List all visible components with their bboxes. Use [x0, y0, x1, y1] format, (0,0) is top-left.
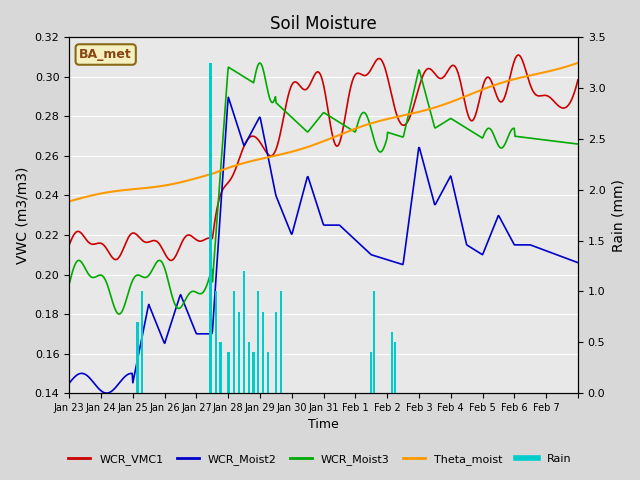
Legend: WCR_VMC1, WCR_Moist2, WCR_Moist3, Theta_moist, Rain: WCR_VMC1, WCR_Moist2, WCR_Moist3, Theta_… [63, 450, 577, 469]
Bar [249, 342, 250, 393]
Bar [210, 63, 211, 393]
Bar [209, 63, 211, 393]
Bar [394, 342, 395, 393]
Bar [391, 332, 392, 393]
Bar [136, 322, 138, 393]
Bar [258, 291, 259, 393]
Bar [142, 291, 143, 393]
Bar [227, 352, 228, 393]
Bar [371, 352, 372, 393]
Bar [253, 352, 254, 393]
Bar [211, 63, 212, 393]
Bar [257, 291, 258, 393]
Bar [394, 342, 396, 393]
Bar [216, 291, 217, 393]
Bar [268, 352, 269, 393]
Bar [263, 312, 264, 393]
Bar [268, 352, 269, 393]
Bar [267, 352, 268, 393]
Bar [370, 352, 371, 393]
Bar [253, 352, 255, 393]
Title: Soil Moisture: Soil Moisture [270, 15, 377, 33]
Bar [238, 312, 239, 393]
Bar [234, 291, 235, 393]
Bar [395, 342, 396, 393]
Bar [262, 312, 263, 393]
Y-axis label: Rain (mm): Rain (mm) [611, 179, 625, 252]
Bar [276, 312, 277, 393]
Bar [214, 291, 216, 393]
X-axis label: Time: Time [308, 419, 339, 432]
Bar [252, 352, 253, 393]
Bar [141, 291, 142, 393]
Bar [239, 312, 240, 393]
Bar [233, 291, 234, 393]
Bar [215, 291, 216, 393]
Bar [374, 291, 376, 393]
Bar [280, 291, 281, 393]
Bar [281, 291, 282, 393]
Bar [141, 291, 143, 393]
Y-axis label: VWC (m3/m3): VWC (m3/m3) [15, 167, 29, 264]
Bar [248, 342, 249, 393]
Bar [137, 322, 138, 393]
Bar [243, 271, 244, 393]
Bar [244, 271, 246, 393]
Text: BA_met: BA_met [79, 48, 132, 61]
Bar [248, 342, 250, 393]
Bar [138, 322, 139, 393]
Bar [392, 332, 393, 393]
Bar [234, 291, 236, 393]
Bar [392, 332, 394, 393]
Bar [228, 352, 230, 393]
Bar [373, 291, 374, 393]
Bar [220, 342, 221, 393]
Bar [275, 312, 276, 393]
Bar [228, 352, 229, 393]
Bar [374, 291, 375, 393]
